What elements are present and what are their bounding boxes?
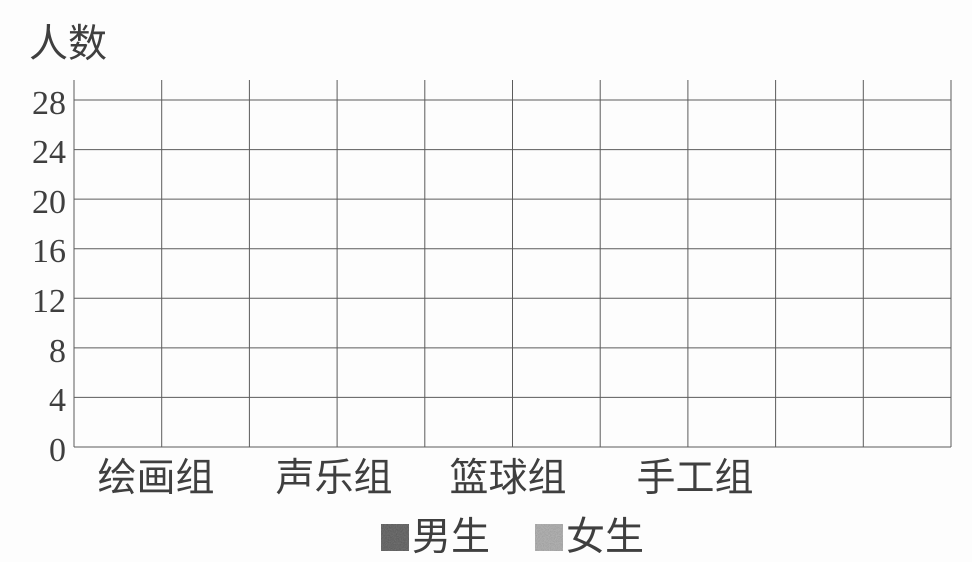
svg-text:女生: 女生 — [566, 516, 644, 559]
svg-text:24: 24 — [32, 134, 66, 171]
svg-text:绘画组: 绘画组 — [97, 457, 214, 500]
svg-text:4: 4 — [49, 382, 66, 419]
svg-text:8: 8 — [49, 333, 66, 370]
svg-text:人数: 人数 — [29, 23, 107, 66]
svg-text:12: 12 — [32, 283, 66, 320]
svg-text:男生: 男生 — [412, 516, 490, 559]
svg-text:声乐组: 声乐组 — [275, 457, 392, 500]
svg-text:16: 16 — [32, 233, 66, 270]
svg-text:篮球组: 篮球组 — [449, 457, 566, 500]
svg-text:0: 0 — [49, 432, 66, 469]
svg-text:28: 28 — [32, 85, 66, 122]
svg-text:手工组: 手工组 — [636, 457, 753, 500]
svg-text:20: 20 — [32, 184, 66, 221]
